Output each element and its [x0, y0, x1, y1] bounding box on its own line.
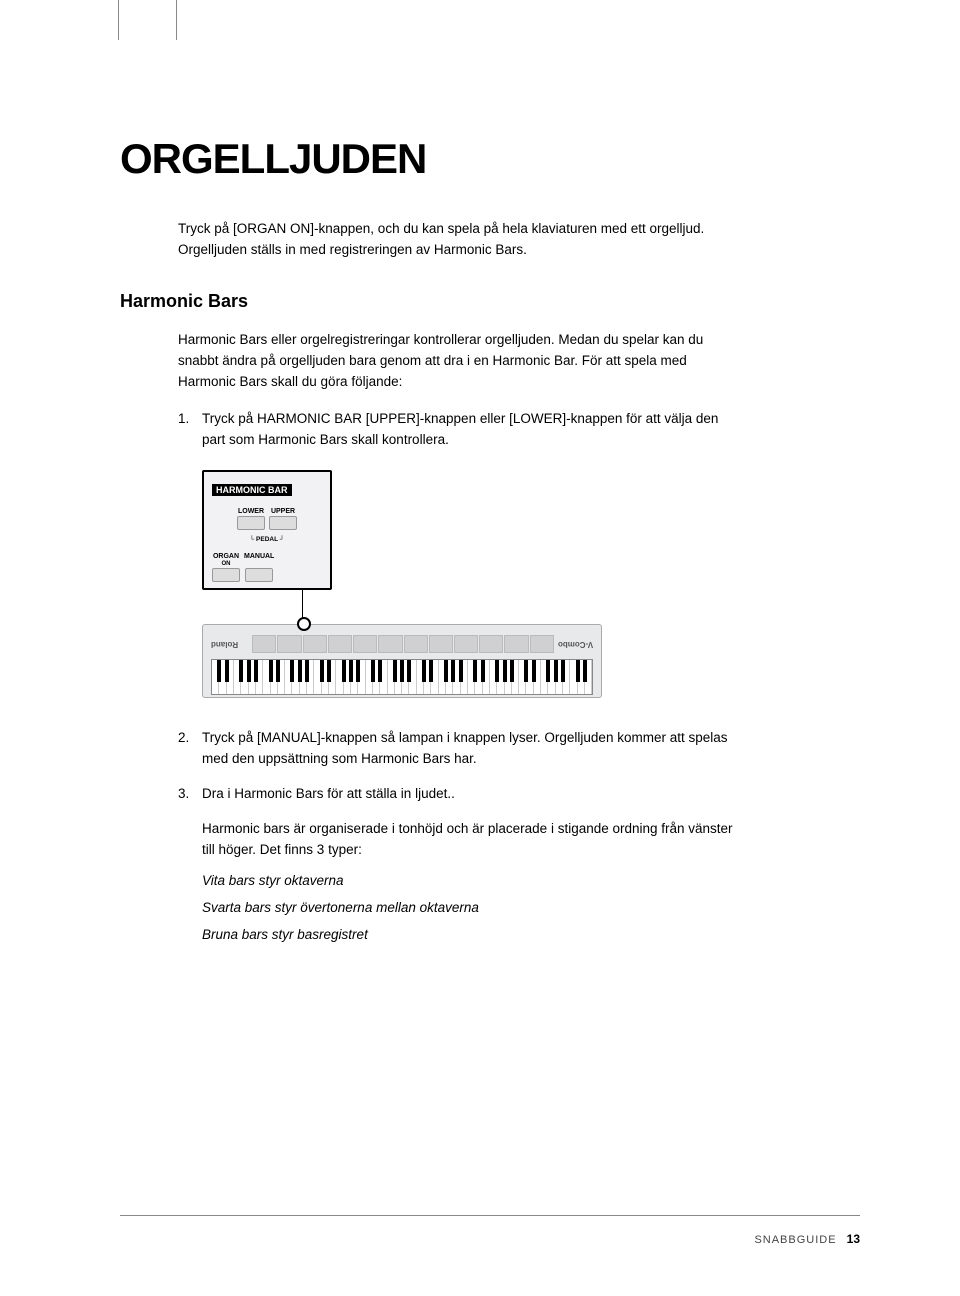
upper-button[interactable]	[269, 516, 297, 530]
step-1: 1. Tryck på HARMONIC BAR [UPPER]-knappen…	[178, 409, 740, 451]
step-text: Dra i Harmonic Bars för att ställa in lj…	[202, 786, 455, 801]
organ-on-button[interactable]	[212, 568, 240, 582]
manual-label: MANUAL	[244, 553, 274, 560]
bars-type-2: Svarta bars styr övertonerna mellan okta…	[120, 900, 840, 915]
section-body: Harmonic Bars eller orgelregistreringar …	[120, 330, 740, 393]
section-heading: Harmonic Bars	[120, 291, 840, 312]
intro-paragraph: Tryck på [ORGAN ON]-knappen, och du kan …	[120, 219, 720, 261]
step-2: 2. Tryck på [MANUAL]-knappen så lampan i…	[178, 728, 740, 770]
manual-button[interactable]	[245, 568, 273, 582]
step-text: Tryck på [MANUAL]-knappen så lampan i kn…	[202, 730, 728, 766]
pointer-marker	[297, 617, 311, 631]
brand-left: Roland	[211, 640, 238, 649]
step-list: 1. Tryck på HARMONIC BAR [UPPER]-knappen…	[120, 409, 740, 451]
lower-button[interactable]	[237, 516, 265, 530]
bars-type-1: Vita bars styr oktaverna	[120, 873, 840, 888]
keyboard-controls	[252, 635, 554, 653]
top-margin-line-2	[176, 0, 177, 40]
step-num: 3.	[178, 784, 189, 805]
lower-label: LOWER	[238, 508, 264, 515]
organ-label: ORGAN	[213, 553, 239, 560]
sub-body: Harmonic bars är organiserade i tonhöjd …	[120, 819, 740, 861]
keyboard-keys	[211, 659, 593, 695]
harmonic-bar-diagram: HARMONIC BAR LOWER UPPER └ PEDAL ┘ ORGAN…	[120, 470, 840, 698]
bars-type-3: Bruna bars styr basregistret	[120, 927, 840, 942]
keyboard-image: Roland V-Combo	[202, 624, 602, 698]
page-title: ORGELLJUDEN	[120, 135, 840, 183]
step-list-continued: 2. Tryck på [MANUAL]-knappen så lampan i…	[120, 728, 740, 805]
footer-rule	[120, 1215, 860, 1216]
upper-label: UPPER	[271, 508, 295, 515]
brand-right: V-Combo	[558, 640, 593, 649]
step-num: 2.	[178, 728, 189, 749]
step-num: 1.	[178, 409, 189, 430]
footer-label: SNABBGUIDE	[754, 1234, 836, 1246]
step-3: 3. Dra i Harmonic Bars för att ställa in…	[178, 784, 740, 805]
page-number: 13	[847, 1232, 860, 1246]
top-margin-line-1	[118, 0, 119, 40]
page-content: ORGELLJUDEN Tryck på [ORGAN ON]-knappen,…	[120, 135, 840, 954]
step-text: Tryck på HARMONIC BAR [UPPER]-knappen el…	[202, 411, 718, 447]
panel-title-label: HARMONIC BAR	[212, 484, 292, 496]
on-label: ON	[222, 561, 231, 567]
callout-panel: HARMONIC BAR LOWER UPPER └ PEDAL ┘ ORGAN…	[202, 470, 332, 590]
pedal-label: └ PEDAL ┘	[212, 536, 322, 543]
footer: SNABBGUIDE 13	[754, 1232, 860, 1246]
